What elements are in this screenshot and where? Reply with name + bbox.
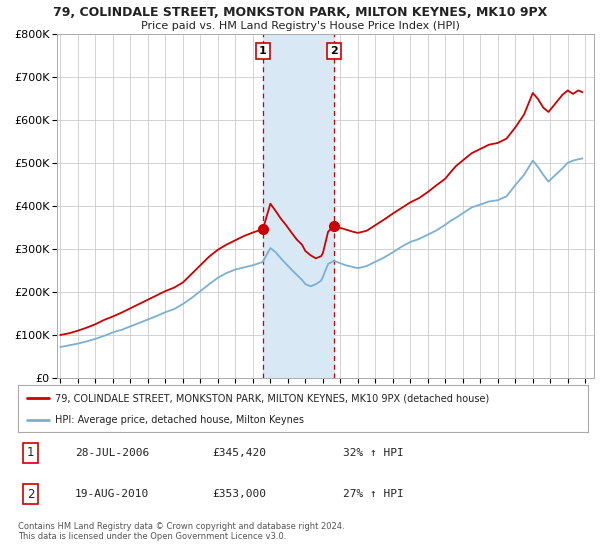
Text: 1: 1 xyxy=(259,46,267,56)
Bar xyxy=(263,34,334,378)
Text: 1: 1 xyxy=(27,446,34,459)
Text: 79, COLINDALE STREET, MONKSTON PARK, MILTON KEYNES, MK10 9PX (detached house): 79, COLINDALE STREET, MONKSTON PARK, MIL… xyxy=(55,393,490,403)
Text: Price paid vs. HM Land Registry's House Price Index (HPI): Price paid vs. HM Land Registry's House … xyxy=(140,21,460,31)
Text: 19-AUG-2010: 19-AUG-2010 xyxy=(75,489,149,500)
Text: 79, COLINDALE STREET, MONKSTON PARK, MILTON KEYNES, MK10 9PX: 79, COLINDALE STREET, MONKSTON PARK, MIL… xyxy=(53,6,547,18)
Text: Contains HM Land Registry data © Crown copyright and database right 2024.
This d: Contains HM Land Registry data © Crown c… xyxy=(18,522,344,542)
Text: 32% ↑ HPI: 32% ↑ HPI xyxy=(343,448,404,458)
Text: £345,420: £345,420 xyxy=(212,448,266,458)
Text: 28-JUL-2006: 28-JUL-2006 xyxy=(75,448,149,458)
Text: 27% ↑ HPI: 27% ↑ HPI xyxy=(343,489,404,500)
Text: 2: 2 xyxy=(330,46,338,56)
Text: 2: 2 xyxy=(27,488,34,501)
Text: £353,000: £353,000 xyxy=(212,489,266,500)
Text: HPI: Average price, detached house, Milton Keynes: HPI: Average price, detached house, Milt… xyxy=(55,416,304,426)
